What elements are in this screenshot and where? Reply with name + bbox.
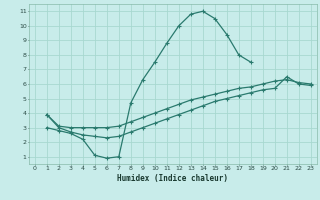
- X-axis label: Humidex (Indice chaleur): Humidex (Indice chaleur): [117, 174, 228, 183]
